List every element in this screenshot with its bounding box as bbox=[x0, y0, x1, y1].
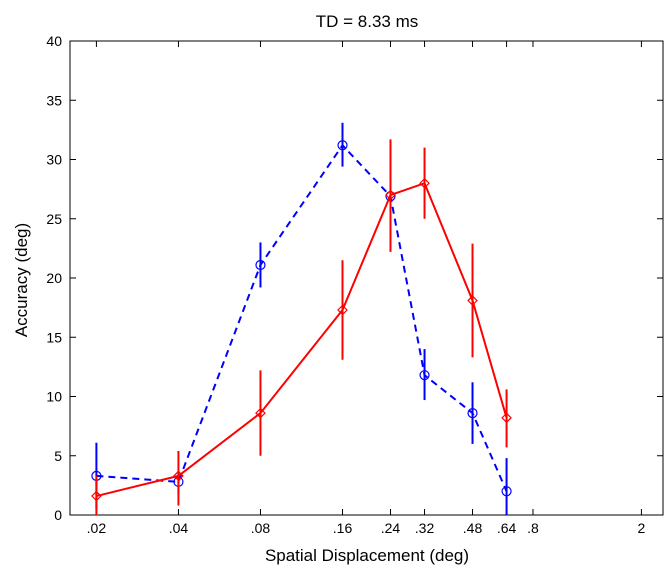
data-point bbox=[467, 407, 478, 419]
x-tick-label: .16 bbox=[333, 520, 353, 536]
data-point bbox=[173, 470, 184, 482]
data-point bbox=[337, 304, 348, 316]
y-axis-title: Accuracy (deg) bbox=[12, 223, 31, 337]
data-point bbox=[91, 490, 102, 502]
y-tick-label: 10 bbox=[46, 389, 62, 405]
x-tick-label: .48 bbox=[463, 520, 483, 536]
data-point bbox=[255, 259, 266, 271]
series-line bbox=[96, 181, 508, 498]
x-tick-label: .02 bbox=[87, 520, 107, 536]
data-point bbox=[501, 412, 512, 424]
x-tick-label: .64 bbox=[497, 520, 517, 536]
x-tick-label: .04 bbox=[169, 520, 189, 536]
x-tick-label: .24 bbox=[381, 520, 401, 536]
x-tick-label: .08 bbox=[251, 520, 271, 536]
data-point bbox=[501, 486, 512, 497]
x-tick-label: 2 bbox=[638, 520, 646, 536]
chart-title: TD = 8.33 ms bbox=[316, 12, 419, 31]
data-point bbox=[467, 295, 478, 306]
y-axis: 0 5 10 15 20 25 30 35 40 bbox=[46, 33, 663, 523]
x-axis: .02 .04 .08 .16 .24 .32 .48 .64 .8 2 bbox=[87, 41, 646, 536]
series-layer bbox=[91, 122, 512, 515]
series-2 bbox=[91, 139, 512, 515]
data-point bbox=[255, 407, 266, 419]
y-tick-label: 35 bbox=[46, 92, 62, 108]
data-point bbox=[419, 370, 430, 381]
y-tick-label: 5 bbox=[54, 448, 62, 464]
y-tick-label: 20 bbox=[46, 270, 62, 286]
data-point bbox=[385, 189, 396, 201]
y-tick-label: 40 bbox=[46, 33, 62, 49]
x-tick-label: .8 bbox=[527, 520, 539, 536]
y-tick-label: 30 bbox=[46, 152, 62, 168]
x-tick-label: .32 bbox=[415, 520, 435, 536]
y-tick-label: 0 bbox=[54, 507, 62, 523]
series-line bbox=[96, 143, 508, 492]
y-tick-label: 25 bbox=[46, 211, 62, 227]
data-point bbox=[337, 140, 348, 151]
data-point bbox=[419, 177, 430, 189]
x-axis-title: Spatial Displacement (deg) bbox=[265, 546, 469, 565]
y-tick-label: 15 bbox=[46, 329, 62, 345]
